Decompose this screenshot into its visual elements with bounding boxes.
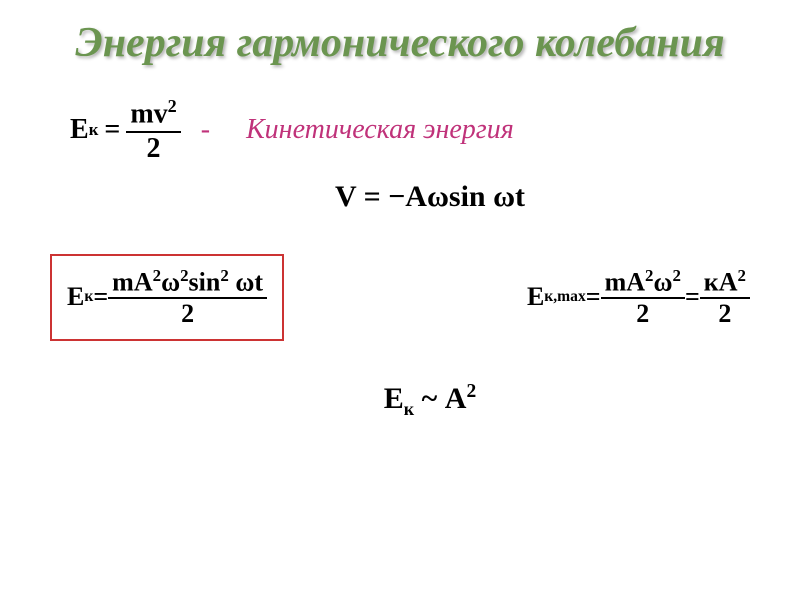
sym-E-max: E	[527, 282, 544, 312]
sym-sub-k-prop: к	[404, 399, 414, 419]
sym-sub-k: к	[89, 120, 99, 140]
formula-ek-max: Eк,max = mA2ω2 2 = кA2 2	[527, 266, 750, 330]
sym-omega2: ω	[493, 180, 515, 213]
sym-sub-k-box: к	[84, 288, 93, 306]
sym-A-prop: A	[445, 382, 467, 415]
sym-V: V	[335, 180, 356, 213]
sym-omega-max: ω	[653, 267, 672, 296]
formula-ek-expanded-boxed: Eк = mA2ω2sin2 ωt 2	[50, 254, 284, 342]
ek-lhs-box: Eк =	[67, 282, 108, 312]
sym-sup2: 2	[168, 96, 177, 116]
sym-omega-box: ω	[161, 267, 180, 296]
sym-eq2: =	[356, 180, 388, 213]
sym-omegat: ω	[229, 267, 255, 296]
slide-title: Энергия гармонического колебания	[40, 20, 760, 66]
sym-m-max: m	[605, 267, 627, 296]
row-expanded-formulas: Eк = mA2ω2sin2 ωt 2 Eк,max = mA2ω2 2 =	[40, 254, 760, 342]
sup-omega2-max: 2	[673, 266, 681, 285]
frac-den-box: 2	[108, 299, 267, 329]
sym-sin: sin	[449, 180, 493, 213]
fraction-box: mA2ω2sin2 ωt 2	[108, 266, 267, 330]
sym-E: E	[70, 114, 89, 146]
formula-ek-basic: Eк = mv2 2	[70, 96, 181, 164]
frac-num-max2: кA2	[700, 266, 750, 300]
formula-velocity: V = −Aωsin ωt	[40, 180, 760, 214]
row-kinetic-energy: Eк = mv2 2 - Кинетическая энергия	[40, 96, 760, 164]
frac-num: mv2	[126, 96, 180, 132]
slide-content: Энергия гармонического колебания Eк = mv…	[0, 0, 800, 600]
fraction-mv2-2: mv2 2	[126, 96, 180, 164]
sym-tilde: ~	[414, 382, 445, 415]
sym-m: m	[112, 267, 134, 296]
frac-num-max1: mA2ω2	[601, 266, 685, 300]
sym-minus: −	[388, 180, 405, 213]
sup-A2: 2	[153, 266, 161, 285]
sup-sin2: 2	[220, 266, 228, 285]
sym-E-box: E	[67, 282, 84, 312]
sup-2-prop: 2	[466, 381, 476, 402]
ek-lhs: Eк =	[70, 114, 126, 146]
frac-num-box: mA2ω2sin2 ωt	[108, 266, 267, 300]
sym-A-max: A	[626, 267, 645, 296]
sym-sin-box: sin	[189, 267, 221, 296]
sym-E-prop: E	[384, 382, 404, 415]
sup-omega2: 2	[180, 266, 188, 285]
sym-eq: =	[104, 114, 120, 146]
sym-eq-box: =	[93, 282, 108, 312]
frac-den: 2	[126, 133, 180, 165]
sup-A2-max2: 2	[738, 266, 746, 285]
frac-den-max2: 2	[700, 299, 750, 329]
sym-eq-max2: =	[685, 282, 700, 312]
sym-A-box: A	[134, 267, 153, 296]
sym-omega1: ω	[427, 180, 449, 213]
sym-A-max2: A	[719, 267, 738, 296]
sym-eq-max1: =	[586, 282, 601, 312]
label-kinetic: Кинетическая энергия	[246, 114, 514, 146]
sym-A: A	[405, 180, 427, 213]
ekmax-lhs: Eк,max =	[527, 282, 601, 312]
sym-sub-kmax: к,max	[544, 288, 585, 306]
frac-den-max1: 2	[601, 299, 685, 329]
sym-t2: t	[254, 267, 263, 296]
fraction-max1: mA2ω2 2	[601, 266, 685, 330]
formula-proportional: Eк ~ A2	[40, 381, 760, 420]
sym-mv: mv	[130, 99, 167, 130]
sym-k-max: к	[704, 267, 719, 296]
fraction-max2: кA2 2	[700, 266, 750, 330]
dash-separator: -	[201, 114, 210, 146]
sym-t: t	[515, 180, 525, 213]
